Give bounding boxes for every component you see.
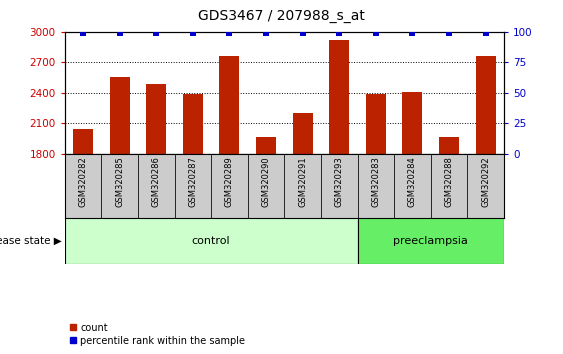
Point [79, 30, 88, 36]
Bar [321, 154, 358, 218]
Text: GSM320283: GSM320283 [372, 156, 380, 207]
Bar [175, 154, 211, 218]
Text: GDS3467 / 207988_s_at: GDS3467 / 207988_s_at [198, 9, 365, 23]
Bar [256, 137, 276, 154]
Text: GSM320282: GSM320282 [79, 156, 87, 207]
Bar [138, 154, 175, 218]
Bar [431, 154, 467, 218]
Bar [403, 92, 422, 154]
Bar [358, 154, 394, 218]
Bar [146, 84, 166, 154]
Bar [358, 218, 504, 264]
Text: GSM320291: GSM320291 [298, 156, 307, 206]
Legend: count, percentile rank within the sample: count, percentile rank within the sample [70, 323, 245, 346]
Bar [101, 154, 138, 218]
Point [188, 30, 197, 36]
Point [408, 30, 417, 36]
Point [261, 30, 270, 36]
Bar [366, 94, 386, 154]
Text: GSM320293: GSM320293 [335, 156, 343, 207]
Point [372, 30, 381, 36]
Point [481, 30, 490, 36]
Text: preeclampsia: preeclampsia [394, 236, 468, 246]
Text: GSM320288: GSM320288 [445, 156, 453, 207]
Bar [467, 154, 504, 218]
Bar [476, 56, 495, 154]
Point [225, 30, 234, 36]
Text: GSM320285: GSM320285 [115, 156, 124, 207]
Text: control: control [192, 236, 230, 246]
Bar [110, 76, 129, 154]
Text: disease state ▶: disease state ▶ [0, 236, 62, 246]
Bar [65, 154, 101, 218]
Bar [73, 129, 93, 154]
Bar [329, 40, 349, 154]
Point [445, 30, 454, 36]
Point [298, 30, 307, 36]
Text: GSM320284: GSM320284 [408, 156, 417, 207]
Text: GSM320287: GSM320287 [189, 156, 197, 207]
Text: GSM320286: GSM320286 [152, 156, 160, 207]
Bar [248, 154, 284, 218]
Text: GSM320289: GSM320289 [225, 156, 234, 207]
Text: GSM320290: GSM320290 [262, 156, 270, 206]
Point [334, 30, 343, 36]
Bar [394, 154, 431, 218]
Bar [211, 154, 248, 218]
Bar [183, 94, 203, 154]
Bar [284, 154, 321, 218]
Bar [439, 137, 459, 154]
Bar [220, 56, 239, 154]
Bar [293, 113, 312, 154]
Point [115, 30, 124, 36]
Bar [65, 218, 358, 264]
Point [152, 30, 161, 36]
Text: GSM320292: GSM320292 [481, 156, 490, 206]
